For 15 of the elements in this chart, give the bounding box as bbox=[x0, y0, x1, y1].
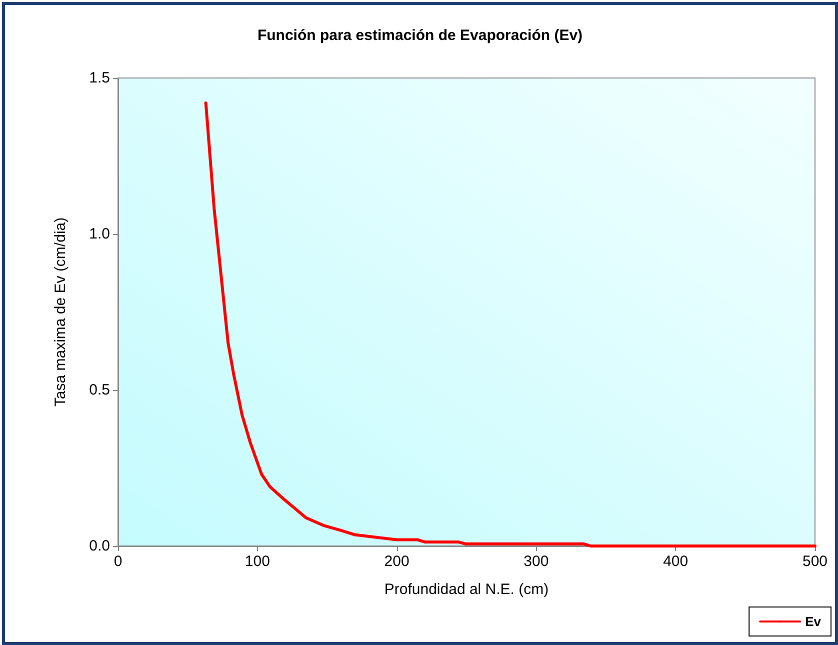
x-tick-label: 300 bbox=[524, 553, 549, 570]
y-tick-label: 0.5 bbox=[89, 382, 110, 398]
x-tick-label: 400 bbox=[663, 553, 688, 570]
legend-label: Ev bbox=[805, 614, 822, 629]
x-tick-label: 0 bbox=[114, 553, 122, 570]
y-tick-label: 0.0 bbox=[89, 538, 110, 554]
y-axis-title: Tasa maxima de Ev (cm/dia) bbox=[52, 217, 69, 407]
x-tick-label: 100 bbox=[244, 553, 270, 570]
x-tick-label: 200 bbox=[384, 553, 410, 570]
x-axis-title: Profundidad al N.E. (cm) bbox=[384, 581, 549, 598]
chart-title: Función para estimación de Evaporación (Ev) bbox=[257, 27, 583, 44]
x-tick-label: 500 bbox=[802, 553, 828, 570]
y-tick-label: 1.5 bbox=[89, 70, 110, 86]
y-tick-label: 1.0 bbox=[89, 226, 110, 242]
line-series bbox=[204, 101, 816, 548]
